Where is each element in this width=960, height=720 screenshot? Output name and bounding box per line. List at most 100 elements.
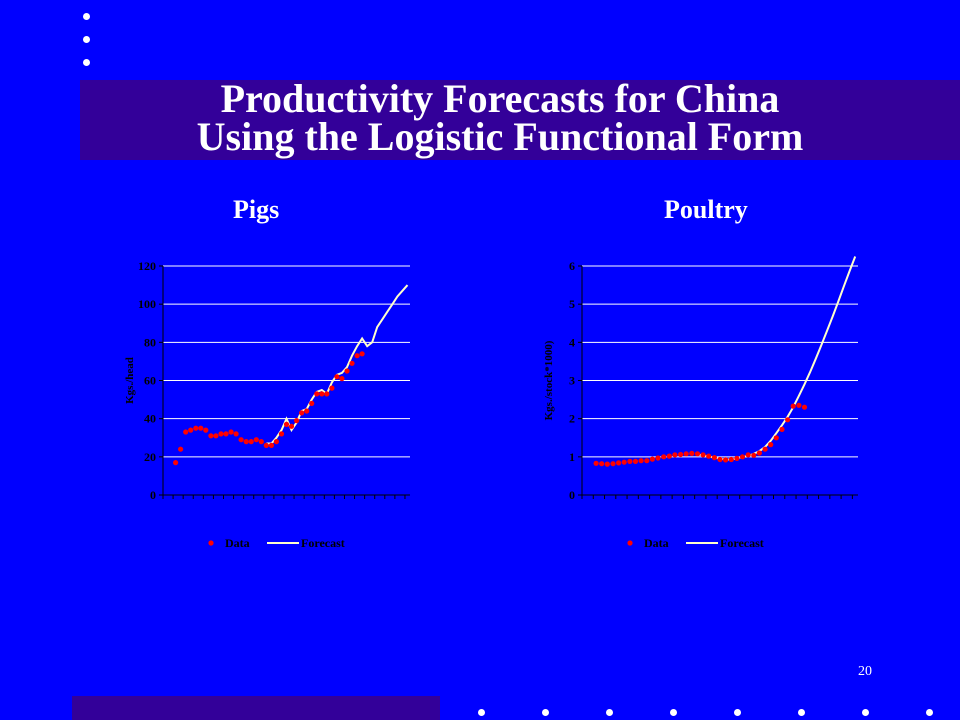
pigs-data-point bbox=[198, 425, 204, 431]
pigs-data-point bbox=[349, 360, 355, 366]
poultry-legend-forecast-label: Forecast bbox=[720, 536, 764, 550]
pigs-data-point bbox=[248, 439, 254, 445]
bullet-dot-decoration bbox=[83, 13, 90, 20]
bottom-dot-decoration bbox=[734, 709, 741, 716]
pigs-data-point bbox=[233, 431, 239, 437]
poultry-y-tick-label: 5 bbox=[569, 297, 575, 311]
slide-title-line2: Using the Logistic Functional Form bbox=[196, 114, 804, 159]
poultry-data-point bbox=[644, 458, 650, 464]
bottom-dot-decoration bbox=[798, 709, 805, 716]
poultry-data-point bbox=[785, 417, 791, 423]
bullet-dot-decoration bbox=[83, 36, 90, 43]
pigs-y-tick-label: 100 bbox=[138, 297, 156, 311]
poultry-data-point bbox=[734, 455, 740, 461]
pigs-data-point bbox=[178, 446, 184, 452]
pigs-legend-data-marker bbox=[208, 540, 214, 546]
poultry-data-point bbox=[599, 461, 605, 467]
pigs-data-point bbox=[309, 400, 315, 406]
pigs-data-point bbox=[359, 351, 365, 357]
poultry-data-point bbox=[627, 458, 633, 464]
poultry-data-point bbox=[723, 457, 729, 463]
poultry-data-point bbox=[694, 451, 701, 457]
pigs-data-point bbox=[243, 439, 249, 445]
poultry-legend-data-marker bbox=[627, 540, 633, 546]
pigs-data-point bbox=[329, 385, 335, 391]
bottom-dot-decoration bbox=[478, 709, 485, 716]
poultry-data-point bbox=[655, 455, 661, 461]
pigs-chart: 0 20 40 60 80 100 120 Kgs./head Data Forecast bbox=[124, 259, 410, 550]
poultry-data-point bbox=[638, 458, 644, 464]
poultry-y-tick-label: 4 bbox=[569, 335, 575, 349]
pigs-data-point bbox=[188, 427, 194, 433]
poultry-data-point bbox=[768, 442, 774, 448]
poultry-legend-data-label: Data bbox=[644, 536, 669, 550]
poultry-data-point bbox=[661, 454, 667, 460]
pigs-data-point bbox=[354, 353, 360, 359]
poultry-data-point bbox=[689, 450, 695, 456]
pigs-legend-forecast-label: Forecast bbox=[301, 536, 345, 550]
pigs-legend-data-label: Data bbox=[225, 536, 250, 550]
poultry-data-point bbox=[728, 456, 734, 463]
slide-title-line1: Productivity Forecasts for China bbox=[220, 76, 780, 121]
poultry-data-point bbox=[796, 402, 802, 408]
poultry-data-point bbox=[616, 460, 622, 466]
poultry-data-point bbox=[762, 446, 768, 452]
bottom-band bbox=[72, 696, 440, 720]
pigs-data-point bbox=[263, 442, 269, 448]
pigs-data-point bbox=[253, 437, 259, 443]
poultry-y-tick-label: 3 bbox=[569, 374, 575, 388]
poultry-data-point bbox=[773, 435, 779, 441]
bottom-dot-decoration bbox=[862, 709, 869, 716]
pigs-data-point bbox=[183, 429, 189, 435]
poultry-y-tick-label: 0 bbox=[569, 488, 575, 502]
pigs-data-point bbox=[288, 423, 295, 429]
title-band bbox=[80, 80, 960, 160]
poultry-data-point bbox=[678, 451, 684, 458]
poultry-y-tick-label: 1 bbox=[569, 450, 575, 464]
pigs-y-tick-label: 80 bbox=[144, 335, 156, 349]
pigs-data-point bbox=[238, 437, 244, 443]
poultry-data-point bbox=[717, 456, 723, 463]
poultry-data-point bbox=[604, 461, 610, 467]
poultry-data-point bbox=[632, 458, 639, 464]
pigs-data-point bbox=[299, 410, 305, 416]
pigs-data-point bbox=[223, 431, 229, 437]
poultry-y-tick-label: 2 bbox=[569, 412, 575, 426]
pigs-data-point bbox=[258, 439, 264, 445]
pigs-data-point bbox=[339, 376, 345, 382]
pigs-data-point bbox=[268, 442, 274, 448]
pigs-data-point bbox=[304, 408, 310, 414]
poultry-y-axis-label: Kgs./stock*1000) bbox=[543, 340, 555, 420]
poultry-chart: 0 1 2 3 4 5 6 Kgs./stock*1000) Data Forecast bbox=[543, 256, 858, 550]
pigs-data-point bbox=[273, 439, 279, 445]
page-number: 20 bbox=[858, 664, 872, 679]
poultry-data-point bbox=[683, 451, 689, 457]
poultry-data-point bbox=[706, 453, 712, 459]
pigs-data-point bbox=[173, 460, 179, 466]
poultry-data-point bbox=[751, 452, 757, 458]
bottom-dot-decoration bbox=[606, 709, 613, 716]
poultry-data-point bbox=[745, 452, 751, 458]
poultry-data-point bbox=[593, 460, 599, 466]
pigs-chart-subtitle: Pigs bbox=[233, 195, 280, 224]
pigs-y-axis-label: Kgs./head bbox=[124, 357, 136, 404]
poultry-y-tick-label: 6 bbox=[569, 259, 575, 273]
bottom-dot-decoration bbox=[542, 709, 549, 716]
poultry-data-point bbox=[610, 461, 616, 467]
pigs-data-point bbox=[294, 418, 300, 424]
pigs-data-point bbox=[278, 431, 285, 437]
poultry-data-point bbox=[801, 404, 808, 410]
pigs-data-point bbox=[334, 374, 340, 380]
poultry-data-point bbox=[739, 454, 746, 460]
pigs-data-point bbox=[314, 391, 320, 397]
poultry-data-point bbox=[700, 452, 706, 458]
pigs-y-tick-label: 40 bbox=[144, 412, 156, 426]
pigs-data-point bbox=[344, 368, 350, 374]
poultry-data-point bbox=[672, 452, 678, 458]
pigs-data-point bbox=[203, 427, 209, 433]
bottom-dot-decoration bbox=[670, 709, 677, 716]
pigs-y-tick-label: 0 bbox=[150, 488, 156, 502]
slide-title: Productivity Forecasts for China Using t… bbox=[80, 76, 920, 159]
pigs-data-point bbox=[324, 391, 330, 397]
poultry-data-point bbox=[790, 403, 796, 409]
